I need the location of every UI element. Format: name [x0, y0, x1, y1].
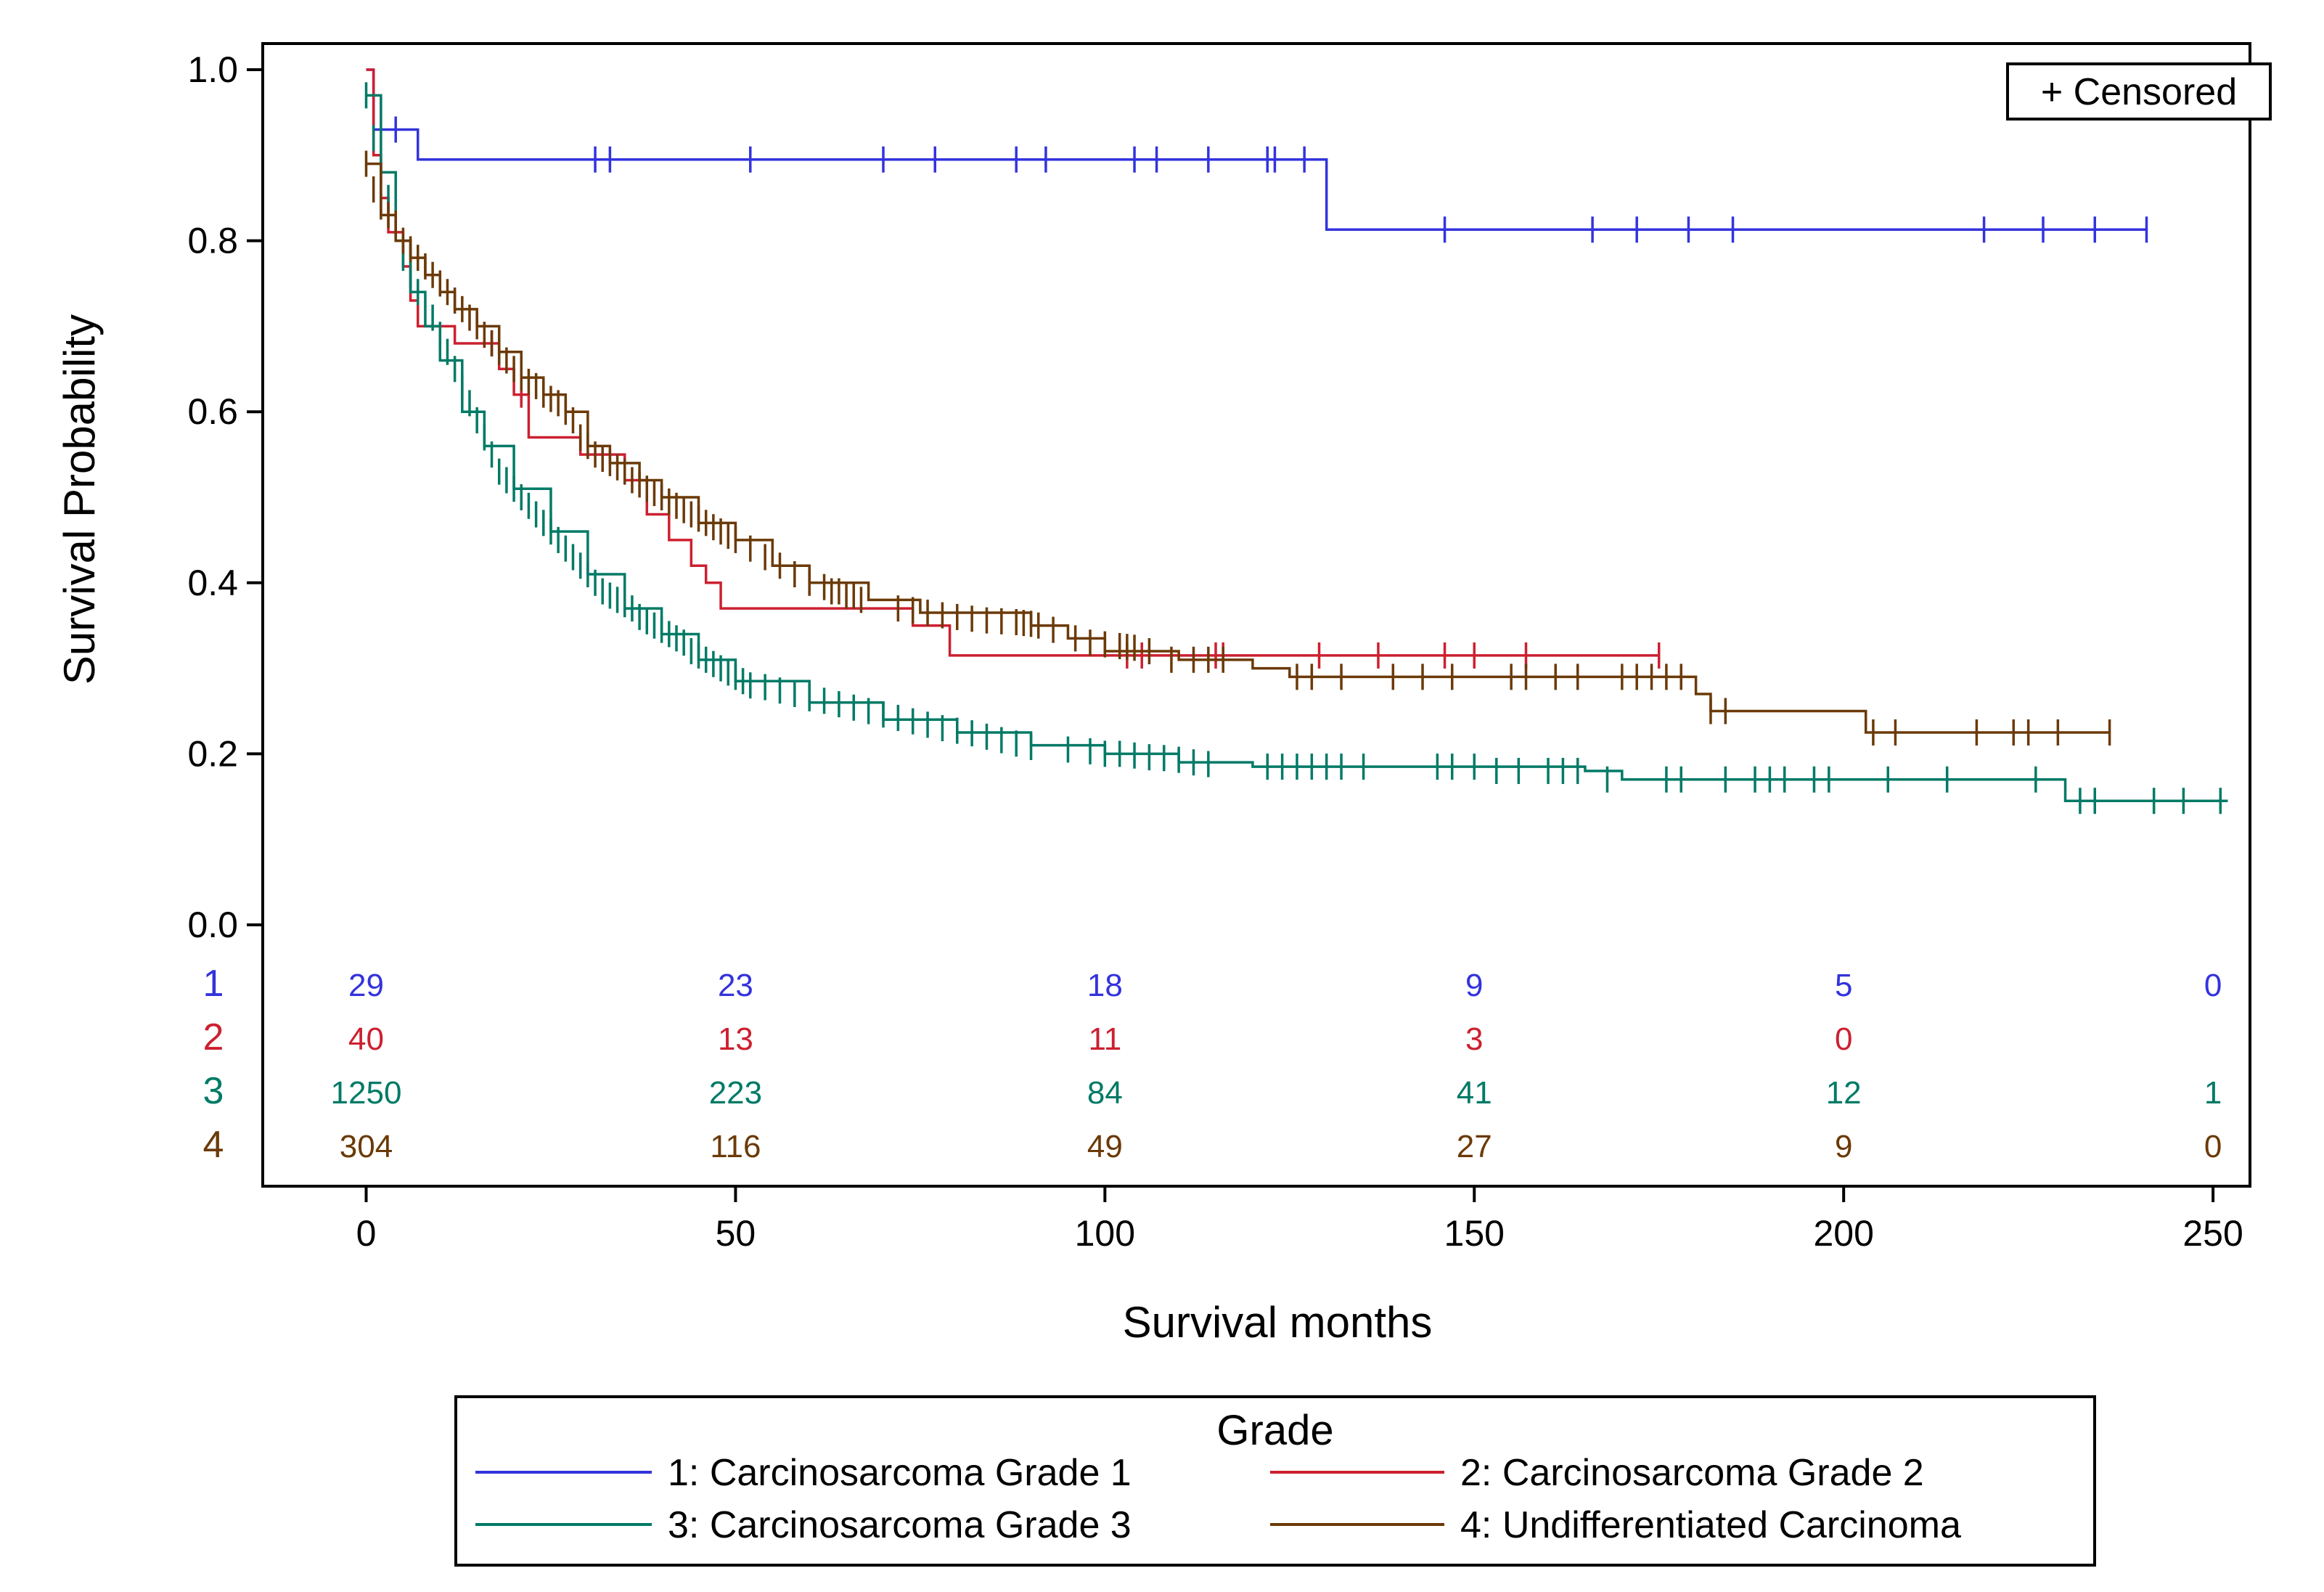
legend-label-grade-4: 4: Undifferentiated Carcinoma: [1460, 1504, 1961, 1546]
y-axis-title: Survival Probability: [55, 314, 104, 685]
risk-count: 27: [1457, 1129, 1492, 1164]
x-tick-label: 150: [1444, 1213, 1505, 1254]
y-axis: 0.0 0.2 0.4 0.6 0.8 1.0: [187, 49, 263, 945]
legend-label-grade-3: 3: Carcinosarcoma Grade 3: [668, 1504, 1132, 1546]
risk-count: 11: [1088, 1021, 1121, 1057]
risk-count: 18: [1087, 968, 1123, 1003]
y-tick-label: 0.0: [187, 905, 238, 945]
risk-count: 1250: [331, 1075, 402, 1111]
risk-count: 304: [340, 1129, 393, 1164]
x-tick-label: 200: [1813, 1213, 1873, 1254]
risk-count: 12: [1826, 1075, 1862, 1111]
y-tick-label: 0.2: [187, 733, 238, 774]
censored-legend-box: [2006, 62, 2272, 121]
y-tick-label: 0.8: [187, 221, 238, 261]
x-axis: 0 50 100 150 200 250: [356, 1186, 2243, 1254]
y-tick-label: 1.0: [187, 49, 238, 90]
risk-count: 223: [709, 1075, 762, 1111]
survival-line-grade-3: [366, 94, 2228, 802]
risk-count: 1: [2204, 1075, 2222, 1111]
x-tick-label: 0: [356, 1213, 377, 1254]
risk-count: 0: [2204, 968, 2222, 1003]
x-tick-label: 50: [716, 1213, 756, 1254]
grade-legend-title: Grade: [1216, 1407, 1333, 1454]
risk-row-label: 4: [203, 1124, 224, 1166]
legend-label-grade-1: 1: Carcinosarcoma Grade 1: [668, 1452, 1132, 1494]
risk-count: 23: [718, 968, 753, 1003]
risk-count: 49: [1087, 1129, 1123, 1164]
x-axis-title: Survival months: [1123, 1298, 1433, 1347]
risk-count: 84: [1087, 1075, 1123, 1111]
x-tick-label: 250: [2182, 1213, 2243, 1254]
risk-count: 9: [1835, 1129, 1852, 1164]
y-tick-label: 0.4: [187, 563, 238, 603]
risk-count: 40: [348, 1021, 384, 1057]
censored-legend: + Censored: [2006, 62, 2272, 121]
grade-legend: Grade 1: Carcinosarcoma Grade 1 2: Carcin…: [454, 1395, 2096, 1567]
risk-row-label: 3: [203, 1070, 224, 1112]
risk-row-label: 1: [203, 963, 224, 1005]
risk-count: 0: [2204, 1129, 2222, 1164]
risk-count: 13: [718, 1021, 753, 1057]
plot-frame: [261, 42, 2251, 1188]
survival-line-grade-4: [366, 162, 2110, 734]
survival-line-grade-2: [366, 68, 1659, 657]
y-tick-label: 0.6: [187, 391, 238, 432]
risk-count: 0: [1835, 1021, 1852, 1057]
number-at-risk-table: 1 29 23 18 9 5 0 2 40 13 11 3 0 3 1250 223 84 41 12 1 4 304 11…: [203, 963, 2222, 1166]
risk-row-label: 2: [203, 1016, 224, 1058]
risk-count: 5: [1835, 968, 1852, 1003]
risk-count: 41: [1457, 1075, 1492, 1111]
censored-legend-label: + Censored: [2041, 71, 2237, 113]
x-tick-label: 100: [1075, 1213, 1135, 1254]
risk-count: 3: [1465, 1021, 1483, 1057]
series-grade-3: [364, 82, 2228, 815]
grade-legend-box: [454, 1395, 2096, 1567]
legend-label-grade-2: 2: Carcinosarcoma Grade 2: [1460, 1452, 1924, 1494]
risk-count: 29: [348, 968, 384, 1003]
series-grade-4: [364, 150, 2111, 746]
risk-count: 116: [710, 1129, 761, 1164]
risk-count: 9: [1465, 968, 1483, 1003]
survival-curves: [364, 68, 2228, 815]
